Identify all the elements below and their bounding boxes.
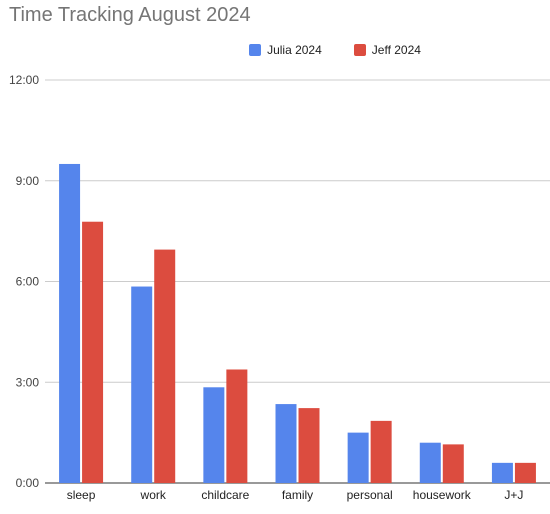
legend-label-jeff: Jeff 2024 [371, 43, 421, 57]
x-tick-label: work [140, 488, 167, 502]
x-tick-label: personal [347, 488, 393, 502]
bar-work-julia [131, 286, 153, 483]
y-tick-label: 6:00 [16, 275, 40, 289]
y-tick-label: 9:00 [16, 174, 40, 188]
legend-label-julia: Julia 2024 [267, 43, 322, 57]
bar-personal-jeff [370, 420, 392, 483]
y-tick-label: 3:00 [16, 375, 40, 389]
y-tick-label: 12:00 [9, 73, 39, 87]
bar-housework-julia [419, 442, 441, 483]
bar-family-jeff [298, 408, 320, 483]
x-tick-label: childcare [201, 488, 249, 502]
bar-childcare-julia [203, 387, 225, 483]
legend-item-julia: Julia 2024 [129, 43, 322, 57]
x-tick-label: sleep [67, 488, 96, 502]
legend-item-jeff: Jeff 2024 [340, 43, 421, 57]
bar-housework-jeff [442, 444, 464, 483]
chart-title: Time Tracking August 2024 [9, 4, 251, 26]
bar-family-julia [275, 404, 297, 483]
bar-childcare-jeff [226, 369, 248, 483]
x-tick-label: family [282, 488, 313, 502]
legend-swatch-jeff [353, 44, 366, 56]
bar-jj-jeff [514, 462, 536, 483]
legend: Julia 2024 Jeff 2024 [0, 41, 550, 59]
y-tick-label: 0:00 [16, 476, 40, 490]
legend-swatch-julia [249, 44, 262, 56]
bar-work-jeff [154, 249, 176, 483]
x-tick-label: housework [413, 488, 472, 502]
bar-jj-julia [491, 462, 513, 483]
bar-personal-julia [347, 432, 369, 483]
bar-sleep-jeff [82, 221, 104, 483]
x-tick-label: J+J [504, 488, 523, 502]
bar-sleep-julia [59, 163, 81, 484]
